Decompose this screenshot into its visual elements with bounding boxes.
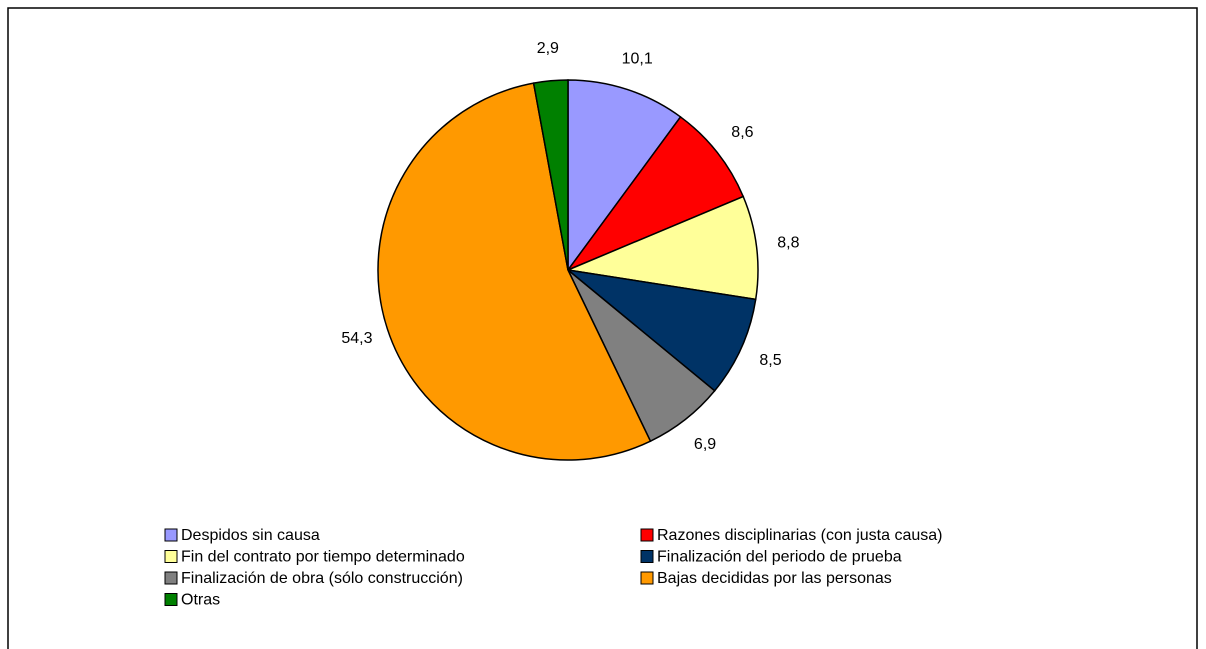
legend-label: Bajas decididas por las personas	[657, 570, 892, 587]
legend-swatch	[640, 528, 654, 542]
pie-slice	[565, 195, 759, 301]
legend-label: Fin del contrato por tiempo determinado	[181, 549, 465, 566]
data-label: 10,1	[622, 50, 653, 67]
legend-swatch	[164, 571, 178, 585]
legend-label: Otras	[181, 592, 220, 609]
pie-slice	[565, 115, 745, 272]
pie-slice	[532, 79, 569, 271]
pie-slice	[377, 82, 652, 461]
legend-label: Razones disciplinarias (con justa causa)	[657, 527, 942, 544]
data-label: 8,8	[777, 234, 799, 251]
pie-slice	[565, 268, 757, 392]
data-label: 8,5	[759, 352, 781, 369]
legend-swatch	[164, 550, 178, 563]
pie-slice	[567, 79, 682, 273]
data-label: 8,6	[731, 124, 753, 141]
legend-label: Finalización de obra (sólo construcción)	[181, 570, 463, 587]
data-label: 6,9	[694, 436, 716, 453]
legend-swatch	[640, 571, 654, 585]
chart-border	[7, 7, 1198, 649]
legend-swatch	[164, 593, 178, 606]
data-label: 2,9	[537, 40, 559, 57]
legend-label: Despidos sin causa	[181, 527, 320, 544]
data-label: 54,3	[341, 330, 372, 347]
legend-swatch	[640, 550, 654, 563]
legend-swatch	[164, 528, 178, 542]
legend-label: Finalización del periodo de prueba	[657, 549, 902, 566]
